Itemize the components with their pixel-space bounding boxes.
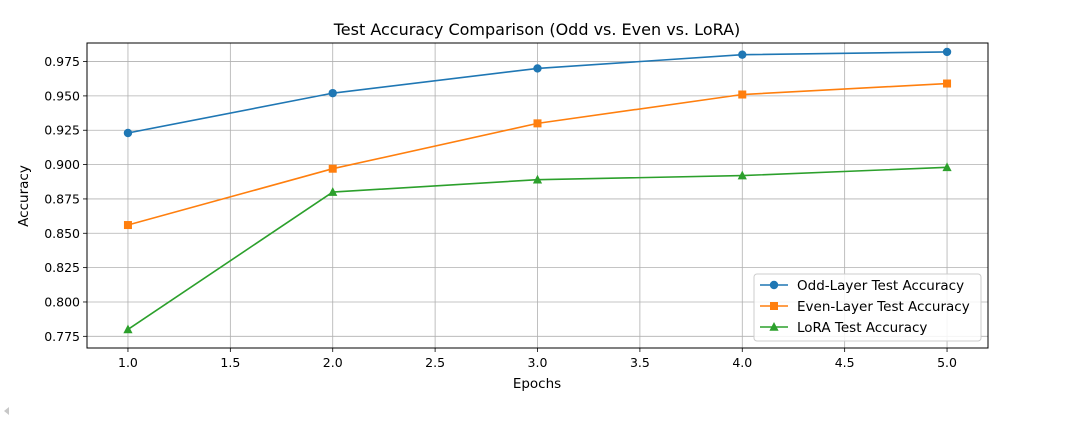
x-axis-ticks: 1.0 1.5 2.0 2.5 3.0 3.5 4.0 4.5 5.0 [118,348,957,370]
y-tick-label: 0.925 [44,123,80,138]
data-point [123,128,133,138]
legend: Odd-Layer Test Accuracy Even-Layer Test A… [753,273,982,342]
legend-marker [769,280,779,290]
x-tick-label: 3.0 [528,355,548,370]
legend-entry-3: LoRA Test Accuracy [760,320,927,336]
legend-marker [769,322,779,331]
x-tick-label: 1.5 [220,355,240,370]
x-axis-label: Epochs [513,376,561,392]
data-point [737,170,747,180]
data-point [943,79,952,88]
data-point [532,174,543,184]
legend-label: Even-Layer Test Accuracy [797,299,970,315]
scroll-left-arrow-icon[interactable] [4,407,9,415]
x-tick-label: 1.0 [118,355,138,370]
legend-box [753,273,982,342]
y-tick-label: 0.950 [44,88,80,103]
y-tick-label: 0.975 [44,54,80,69]
legend-label: Odd-Layer Test Accuracy [797,278,964,294]
x-tick-label: 2.5 [425,355,445,370]
data-point [123,221,132,230]
legend-entry-2: Even-Layer Test Accuracy [760,299,970,315]
y-tick-label: 0.850 [44,226,80,241]
x-tick-label: 4.5 [835,355,855,370]
x-tick-label: 2.0 [323,355,343,370]
series-3 [123,162,952,334]
data-point [738,50,747,59]
legend-entry-1: Odd-Layer Test Accuracy [760,278,964,294]
y-tick-label: 0.800 [44,294,80,309]
data-point [942,47,952,57]
data-point [328,164,337,173]
chart-title: Test Accuracy Comparison (Odd vs. Even v… [333,20,741,39]
data-point [328,88,337,98]
y-tick-label: 0.875 [44,191,80,206]
data-point [328,187,338,196]
legend-label: LoRA Test Accuracy [797,320,927,336]
legend-marker [770,302,778,310]
series-2 [123,79,952,230]
y-axis-ticks: 0.775 0.800 0.825 0.850 0.875 0.900 0.925 0.950… [44,54,87,344]
data-point [942,162,952,172]
grid-lines [87,43,988,348]
x-tick-label: 5.0 [937,355,957,370]
series-1 [123,47,952,138]
data-point [533,64,542,73]
y-tick-label: 0.775 [44,329,80,344]
y-tick-label: 0.825 [44,260,80,275]
y-tick-label: 0.900 [44,157,80,172]
x-tick-label: 3.5 [630,355,650,370]
data-point [738,90,747,99]
data-series [123,47,952,334]
x-tick-label: 4.0 [732,355,752,370]
data-point [533,119,542,128]
y-axis-label: Accuracy [16,165,32,227]
data-point [123,324,133,334]
